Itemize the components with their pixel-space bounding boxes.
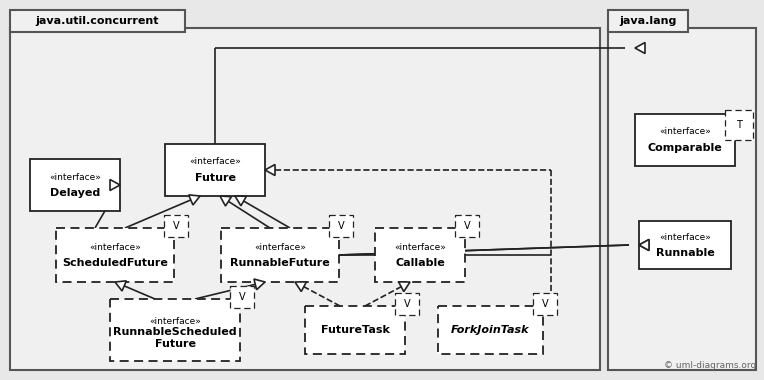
Text: ForkJoinTask: ForkJoinTask [451,325,529,335]
Bar [608,28,756,370]
Bar [438,306,542,354]
Text: Delayed: Delayed [50,188,100,198]
Bar [305,306,405,354]
Text: Future: Future [195,173,235,183]
Polygon shape [635,43,645,54]
Polygon shape [265,165,275,176]
Bar [10,10,185,32]
Bar [725,110,753,140]
Polygon shape [254,279,265,290]
Polygon shape [295,282,306,291]
Polygon shape [110,179,120,190]
Text: V: V [338,221,345,231]
Text: RunnableFuture: RunnableFuture [230,258,330,268]
Bar [635,114,735,166]
Text: Callable: Callable [395,258,445,268]
Text: Comparable: Comparable [648,143,723,153]
Text: java.util.concurrent: java.util.concurrent [36,16,159,26]
Bar [396,293,419,315]
Bar [10,28,600,370]
Bar [110,299,240,361]
Text: RunnableScheduled
Future: RunnableScheduled Future [113,327,237,349]
Text: «interface»: «interface» [659,128,711,136]
Bar [164,215,189,237]
Polygon shape [220,196,231,206]
Polygon shape [639,239,649,250]
Text: Runnable: Runnable [656,248,714,258]
Text: V: V [464,221,471,231]
Bar [455,215,479,237]
Bar [221,228,339,282]
Text: «interface»: «interface» [394,242,446,252]
Polygon shape [115,281,126,291]
Bar [165,144,265,196]
Text: ScheduledFuture: ScheduledFuture [62,258,168,268]
Text: V: V [239,292,246,302]
Text: «interface»: «interface» [89,242,141,252]
Polygon shape [399,282,410,291]
Text: V: V [542,299,549,309]
Bar [375,228,465,282]
Text: V: V [173,221,180,231]
Bar [231,286,254,308]
Text: T: T [736,120,742,130]
Text: © uml-diagrams.org: © uml-diagrams.org [664,361,756,370]
Bar [56,228,174,282]
Text: FutureTask: FutureTask [321,325,390,335]
Text: «interface»: «interface» [49,173,101,182]
Text: V: V [404,299,411,309]
Bar [533,293,557,315]
Text: «interface»: «interface» [149,318,201,326]
Bar [30,159,120,211]
Text: «interface»: «interface» [189,157,241,166]
Polygon shape [235,196,247,206]
Polygon shape [639,239,649,250]
Bar [639,221,731,269]
Bar [329,215,354,237]
Polygon shape [189,195,200,205]
Text: «interface»: «interface» [254,242,306,252]
Bar [608,10,688,32]
Text: «interface»: «interface» [659,233,711,242]
Text: java.lang: java.lang [620,16,677,26]
